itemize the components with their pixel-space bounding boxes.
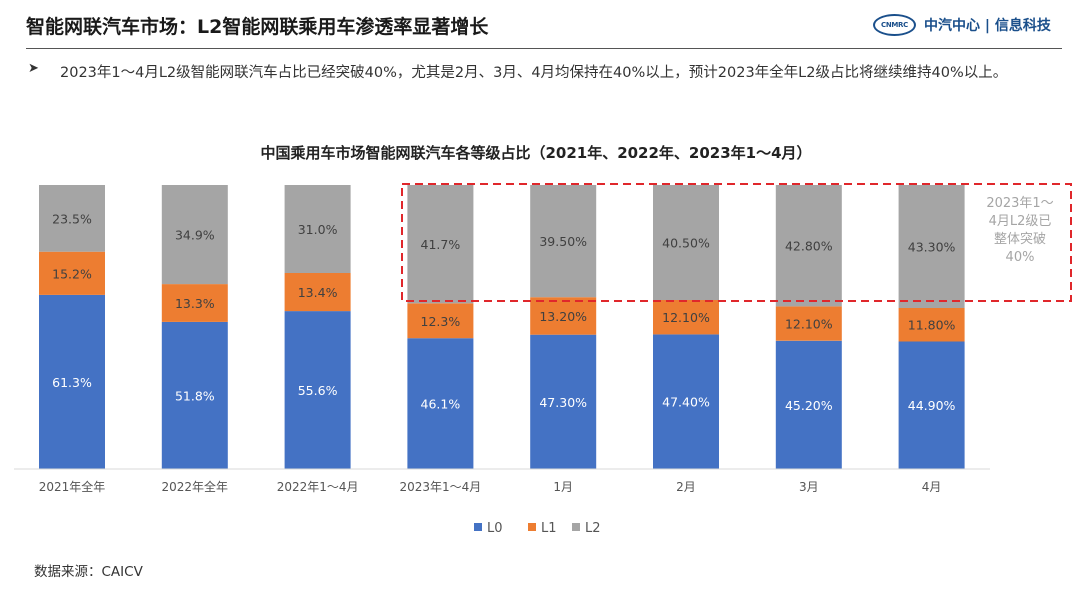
x-tick-label-3: 2023年1～4月 [399, 480, 481, 494]
bar-segment-l1-3 [407, 303, 474, 339]
annotation-line-1: 4月L2级已 [989, 214, 1052, 229]
brand-logo: CNMRC 中汽中心 | 信息科技 [873, 13, 1051, 37]
data-label-l1-3: 12.3% [421, 314, 461, 329]
bar-segment-l2-0 [39, 185, 105, 252]
x-tick-label-2: 2022年1～4月 [277, 480, 359, 494]
arrow-bullet-icon: ➤ [28, 61, 39, 76]
data-label-l2-7: 43.30% [908, 240, 956, 255]
data-label-l0-1: 51.8% [175, 388, 215, 403]
x-tick-label-4: 1月 [553, 480, 573, 494]
header: 智能网联汽车市场：L2智能网联乘用车渗透率显著增长 CNMRC 中汽中心 | 信… [0, 0, 1073, 50]
data-label-l1-2: 13.4% [298, 285, 338, 300]
bar-segment-l1-4 [530, 297, 597, 335]
data-label-l0-2: 55.6% [298, 383, 338, 398]
bar-segment-l2-6 [775, 185, 842, 307]
legend-swatch-l2 [572, 523, 580, 531]
data-label-l1-0: 15.2% [52, 266, 92, 281]
legend-label-l2: L2 [585, 521, 601, 536]
bar-segment-l0-1 [161, 321, 228, 469]
bar-segment-l1-6 [775, 306, 842, 341]
data-label-l2-4: 39.50% [539, 234, 587, 249]
data-label-l1-5: 12.10% [662, 310, 710, 325]
x-tick-label-6: 3月 [799, 480, 819, 494]
x-tick-label-1: 2022年全年 [162, 479, 229, 494]
highlight-box [401, 183, 1072, 302]
data-label-l1-7: 11.80% [908, 318, 956, 333]
data-label-l0-6: 45.20% [785, 398, 833, 413]
x-tick-label-7: 4月 [922, 480, 942, 494]
bar-segment-l0-2 [284, 311, 351, 469]
data-label-l1-4: 13.20% [539, 309, 587, 324]
chart-title: 中国乘用车市场智能网联汽车各等级占比（2021年、2022年、2023年1～4月… [260, 144, 811, 162]
bars-group: 61.3% 15.2% 23.5% 51.8% 13.3% 34.9% 55.6% 13.4%… [39, 185, 965, 469]
annotation-line-2: 整体突破 [994, 231, 1046, 247]
data-label-l2-5: 40.50% [662, 236, 710, 251]
legend: L0 L1 L2 [474, 521, 601, 536]
bar-segment-l0-3 [407, 338, 474, 469]
bar-segment-l1-5 [653, 300, 719, 335]
bar-segment-l0-0 [39, 294, 105, 469]
data-label-l1-6: 12.10% [785, 317, 833, 332]
data-label-l0-4: 47.30% [539, 395, 587, 410]
legend-label-l1: L1 [541, 521, 557, 536]
logo-text: 中汽中心 | 信息科技 [924, 18, 1051, 34]
data-label-l2-0: 23.5% [52, 211, 92, 226]
data-label-l0-5: 47.40% [662, 395, 710, 410]
bar-segment-l0-7 [898, 341, 965, 469]
data-label-l0-3: 46.1% [421, 397, 461, 412]
x-axis-labels: 2021年全年 2022年全年 2022年1～4月 2023年1～4月 1月 2月 3月 4月 [39, 479, 942, 494]
legend-swatch-l1 [528, 523, 536, 531]
bar-segment-l1-0 [39, 251, 105, 295]
bar-segment-l1-7 [898, 308, 965, 342]
stacked-bar-chart: 中国乘用车市场智能网联汽车各等级占比（2021年、2022年、2023年1～4月… [14, 144, 1072, 536]
legend-label-l0: L0 [487, 521, 503, 536]
bar-segment-l1-1 [161, 284, 228, 322]
bar-segment-l0-5 [653, 334, 719, 469]
bar-segment-l2-1 [161, 185, 228, 285]
bar-segment-l2-4 [530, 185, 597, 298]
header-divider [26, 48, 1062, 49]
bar-segment-l1-2 [284, 273, 351, 312]
x-tick-label-5: 2月 [676, 480, 696, 494]
legend-swatch-l0 [474, 523, 482, 531]
logo-emblem-icon: CNMRC [873, 14, 916, 36]
bar-segment-l2-3 [407, 185, 474, 304]
annotation-line-0: 2023年1～ [986, 196, 1053, 211]
bar-segment-l0-4 [530, 334, 597, 469]
data-label-l2-1: 34.9% [175, 228, 215, 243]
bar-segment-l2-2 [284, 185, 351, 273]
data-source: 数据来源：CAICV [34, 564, 143, 580]
data-label-l0-7: 44.90% [908, 398, 956, 413]
data-label-l2-2: 31.0% [298, 222, 338, 237]
bar-segment-l2-5 [653, 185, 719, 300]
bar-segment-l2-7 [898, 185, 965, 308]
data-label-l2-3: 41.7% [421, 237, 461, 252]
annotation-line-3: 40% [1006, 250, 1035, 265]
data-label-l2-6: 42.80% [785, 239, 833, 254]
x-tick-label-0: 2021年全年 [39, 479, 106, 494]
summary-text: 2023年1～4月L2级智能网联汽车占比已经突破40%，尤其是2月、3月、4月均… [60, 65, 1008, 81]
data-label-l1-1: 13.3% [175, 296, 215, 311]
page-title: 智能网联汽车市场：L2智能网联乘用车渗透率显著增长 [26, 16, 489, 38]
data-label-l0-0: 61.3% [52, 375, 92, 390]
bar-segment-l0-6 [775, 340, 842, 469]
